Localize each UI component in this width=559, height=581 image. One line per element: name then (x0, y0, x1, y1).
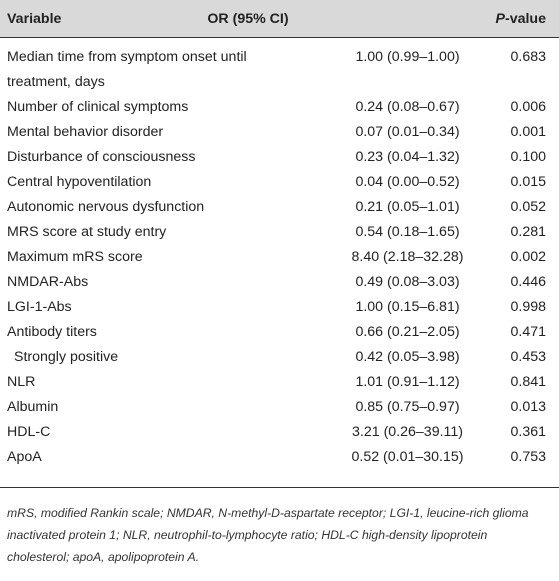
header-p-value: P-value (496, 10, 546, 28)
cell-or: 0.04 (0.00–0.52) (355, 174, 460, 190)
cell-or: 0.54 (0.18–1.65) (355, 224, 460, 240)
cell-p-value: 0.013 (510, 399, 546, 415)
cell-or: 0.23 (0.04–1.32) (355, 149, 460, 165)
cell-p-value: 0.100 (510, 149, 546, 165)
cell-or: 3.21 (0.26–39.11) (352, 424, 463, 440)
cell-variable: NMDAR-Abs (7, 274, 89, 290)
cell-or: 0.66 (0.21–2.05) (355, 324, 460, 340)
cell-p-value: 0.471 (510, 324, 546, 340)
cell-p-value: 0.453 (510, 349, 546, 365)
cell-variable: NLR (7, 374, 36, 390)
cell-variable: LGI-1-Abs (7, 299, 72, 315)
cell-p-value: 0.998 (510, 299, 546, 315)
bottom-rule (0, 487, 559, 488)
header-rule (0, 37, 559, 38)
cell-p-value: 0.446 (510, 274, 546, 290)
cell-p-value: 0.001 (510, 124, 546, 140)
cell-or: 0.49 (0.08–3.03) (355, 274, 460, 290)
cell-p-value: 0.006 (510, 99, 546, 115)
cell-or: 1.00 (0.99–1.00) (355, 49, 460, 65)
cell-variable: treatment, days (7, 74, 105, 90)
cell-p-value: 0.361 (510, 424, 546, 440)
cell-variable: Median time from symptom onset until (7, 49, 247, 65)
cell-variable: Mental behavior disorder (7, 124, 164, 140)
cell-p-value: 0.281 (510, 224, 546, 240)
cell-p-value: 0.002 (510, 249, 546, 265)
cell-variable: Number of clinical symptoms (7, 99, 189, 115)
table-header: Variable OR (95% CI) P-value (0, 0, 559, 37)
cell-variable: Strongly positive (14, 349, 119, 365)
cell-or: 8.40 (2.18–32.28) (351, 249, 464, 265)
cell-variable: Disturbance of consciousness (7, 149, 196, 165)
cell-variable: Maximum mRS score (7, 249, 143, 265)
header-variable: Variable (7, 11, 62, 27)
cell-variable: Albumin (7, 399, 59, 415)
header-p-italic: P (495, 11, 505, 27)
header-or: OR (95% CI) (207, 11, 289, 27)
cell-variable: Central hypoventilation (7, 174, 152, 190)
cell-or: 0.21 (0.05–1.01) (355, 199, 460, 215)
cell-variable: HDL-C (7, 424, 51, 440)
cell-variable: ApoA (7, 449, 42, 465)
cell-variable: Autonomic nervous dysfunction (7, 199, 205, 215)
cell-or: 0.52 (0.01–30.15) (351, 449, 464, 465)
cell-p-value: 0.683 (510, 49, 546, 65)
table-footnote: mRS, modified Rankin scale; NMDAR, N-met… (7, 506, 529, 564)
cell-p-value: 0.015 (510, 174, 546, 190)
cell-or: 1.01 (0.91–1.12) (355, 374, 460, 390)
cell-or: 0.07 (0.01–0.34) (355, 124, 460, 140)
cell-or: 1.00 (0.15–6.81) (355, 299, 460, 315)
cell-p-value: 0.841 (510, 374, 546, 390)
cell-or: 0.85 (0.75–0.97) (355, 399, 460, 415)
cell-variable: Antibody titers (7, 324, 97, 340)
cell-variable: MRS score at study entry (7, 224, 167, 240)
cell-p-value: 0.052 (510, 199, 546, 215)
cell-p-value: 0.753 (510, 449, 546, 465)
cell-or: 0.42 (0.05–3.98) (355, 349, 460, 365)
cell-or: 0.24 (0.08–0.67) (355, 99, 460, 115)
header-p-rest: -value (504, 11, 546, 27)
